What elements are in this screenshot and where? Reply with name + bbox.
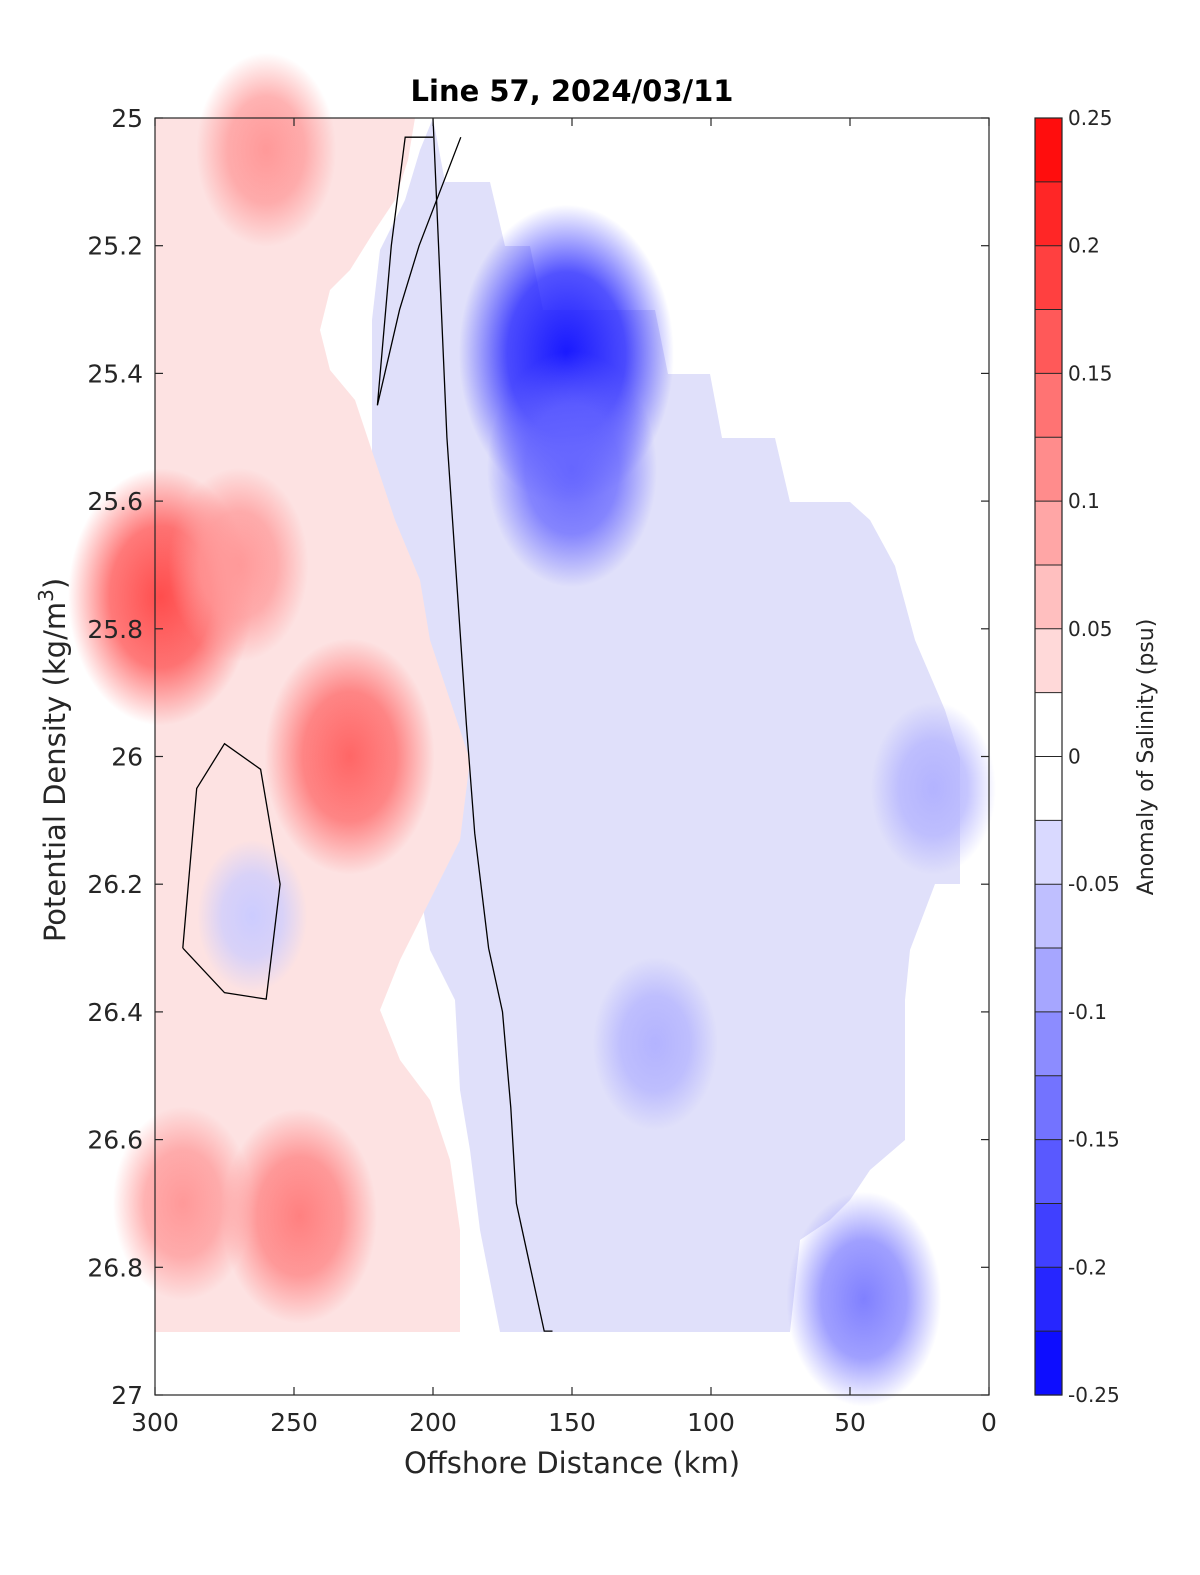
colorbar-segment — [1035, 437, 1062, 502]
colorbar-segment — [1035, 181, 1062, 247]
colorbar-tick-label: 0.25 — [1068, 106, 1113, 130]
anomaly-blob — [197, 840, 308, 993]
colorbar-tick-label: 0.1 — [1068, 489, 1100, 513]
zero-contour-line — [376, 136, 462, 406]
y-tick-label: 26.8 — [87, 1253, 143, 1282]
y-axis-label: Potential Density (kg/m3) — [34, 578, 72, 942]
colorbar-segment — [1035, 373, 1062, 438]
y-tick-label: 26.2 — [87, 870, 143, 899]
colorbar-segment — [1035, 309, 1062, 374]
anomaly-blob — [168, 467, 309, 662]
y-tick-label: 25.6 — [87, 487, 143, 516]
x-tick-label: 50 — [834, 1408, 866, 1437]
colorbar-segment — [1035, 1203, 1062, 1268]
colorbar-segment — [1035, 1011, 1062, 1077]
anomaly-blob — [264, 638, 435, 875]
y-tick-label: 25 — [111, 104, 143, 133]
colorbar-tick-label: -0.1 — [1068, 1000, 1107, 1024]
zero-contour-line — [432, 117, 553, 1332]
y-tick-label: 25.2 — [87, 232, 143, 261]
colorbar-segment — [1035, 245, 1062, 311]
y-tick-label: 25.8 — [87, 615, 143, 644]
anomaly-blob — [592, 957, 718, 1131]
anomaly-blob — [870, 701, 996, 875]
colorbar-tick-label: -0.15 — [1068, 1128, 1120, 1152]
colorbar-segment — [1035, 1331, 1062, 1396]
x-tick-label: 300 — [131, 1408, 179, 1437]
y-tick-label: 27 — [111, 1381, 143, 1410]
anomaly-blob — [196, 52, 337, 247]
colorbar-segment — [1035, 692, 1062, 758]
x-tick-label: 150 — [548, 1408, 596, 1437]
colorbar: 0.25 0.2 0.15 0.1 0.05 0 -0.05 -0.1 -0.15 -0.2 -0.… — [1034, 106, 1120, 1407]
colorbar-segment — [1035, 118, 1062, 183]
chart-title: Line 57, 2024/03/11 — [411, 74, 734, 108]
y-tick-label: 26.6 — [87, 1126, 143, 1155]
x-tick-label: 250 — [270, 1408, 318, 1437]
marker-layer — [68, 52, 996, 1407]
plot-area — [68, 52, 996, 1407]
y-axis-label-main: Potential Density (kg/m — [38, 602, 72, 942]
y-axis-label-sup: 3 — [34, 589, 58, 602]
colorbar-tick-label: 0 — [1068, 745, 1081, 769]
zero-contour-line — [182, 742, 281, 1000]
colorbar-tick-label: 0.2 — [1068, 234, 1100, 258]
colorbar-segment — [1035, 884, 1062, 949]
colorbar-tick-label: -0.2 — [1068, 1255, 1107, 1279]
anomaly-blob — [786, 1191, 942, 1407]
colorbar-segment — [1035, 948, 1062, 1013]
colorbar-segment — [1035, 501, 1062, 566]
y-axis-label-end: ) — [38, 578, 72, 589]
x-tick-label: 100 — [687, 1408, 735, 1437]
x-tick-label: 200 — [409, 1408, 457, 1437]
y-tick-label: 26.4 — [87, 998, 143, 1027]
colorbar-tick-label: 0.15 — [1068, 361, 1113, 385]
colorbar-segment — [1035, 564, 1062, 630]
colorbar-frame — [1034, 117, 1063, 1396]
x-axis-ticks: 300 250 200 150 100 50 0 — [131, 118, 997, 1437]
colorbar-tick-label: -0.05 — [1068, 872, 1120, 896]
y-axis-ticks: 25 25.2 25.4 25.6 25.8 26 26.2 26.4 26.6 26.8 27 — [87, 104, 989, 1410]
anomaly-blob — [487, 351, 657, 588]
anomaly-blob — [222, 1108, 378, 1324]
colorbar-segment — [1035, 628, 1062, 694]
colorbar-segment — [1035, 1267, 1062, 1332]
colorbar-segment — [1035, 1139, 1062, 1205]
zero-contours — [182, 117, 553, 1332]
y-tick-label: 25.4 — [87, 359, 143, 388]
y-tick-label: 26 — [111, 743, 143, 772]
colorbar-label: Anomaly of Salinity (psu) — [1134, 619, 1159, 896]
colorbar-segment — [1035, 820, 1062, 885]
colorbar-tick-label: -0.25 — [1068, 1383, 1120, 1407]
colorbar-tick-label: 0.05 — [1068, 617, 1113, 641]
x-tick-label: 0 — [981, 1408, 997, 1437]
anomaly-blob — [112, 1106, 253, 1301]
colorbar-segment — [1035, 756, 1062, 821]
colorbar-segment — [1035, 1075, 1062, 1141]
x-axis-label: Offshore Distance (km) — [404, 1446, 740, 1480]
